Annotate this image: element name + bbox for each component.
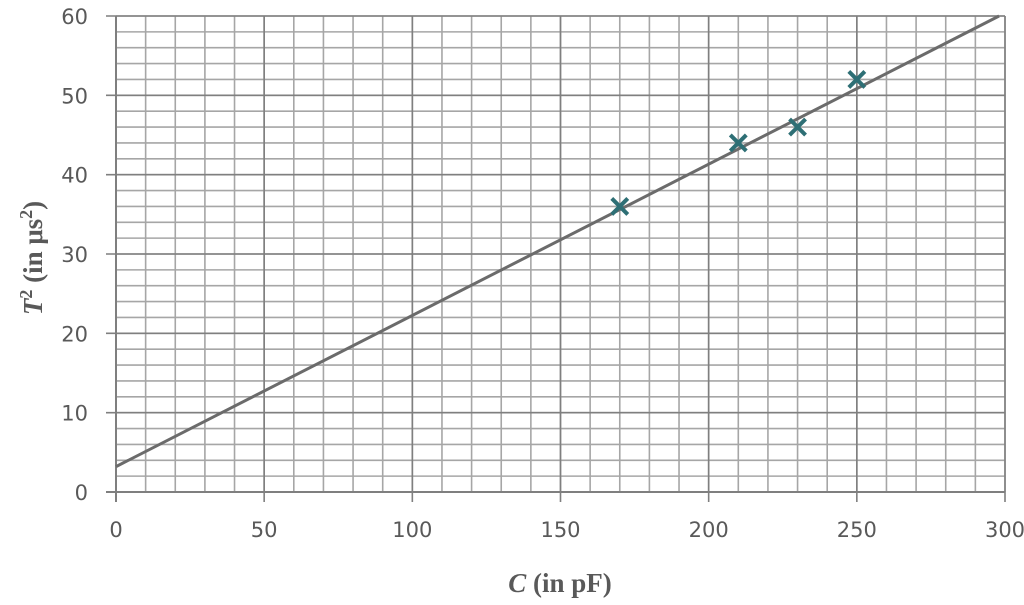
y-tick-label: 20 bbox=[61, 322, 88, 346]
x-tick-label: 50 bbox=[251, 518, 278, 542]
x-marker-icon bbox=[847, 70, 867, 89]
y-tick-label: 30 bbox=[61, 243, 88, 267]
y-tick-label: 40 bbox=[61, 164, 88, 188]
x-tick-label: 250 bbox=[837, 518, 877, 542]
major-grid bbox=[106, 15, 1006, 502]
x-tick-label: 100 bbox=[392, 518, 432, 542]
x-tick-label: 150 bbox=[540, 518, 580, 542]
x-tick-label: 0 bbox=[109, 518, 122, 542]
x-tick-label: 300 bbox=[985, 518, 1024, 542]
y-tick-label: 0 bbox=[75, 481, 88, 505]
y-axis-title: T2 (in μs2) bbox=[16, 201, 48, 315]
y-tick-label: 10 bbox=[61, 402, 88, 426]
x-marker-icon bbox=[788, 117, 807, 137]
x-axis-title: C (in pF) bbox=[508, 568, 612, 598]
data-markers bbox=[610, 70, 867, 216]
tick-labels: 0 50 100 150 200 250 300 0 10 20 30 40 50 60 bbox=[61, 5, 1024, 542]
best-fit-line bbox=[115, 14, 1000, 468]
y-tick-label: 50 bbox=[61, 84, 88, 108]
fit-line bbox=[115, 14, 1000, 468]
x-marker-icon bbox=[610, 196, 630, 216]
x-marker-icon bbox=[728, 133, 748, 153]
x-tick-label: 200 bbox=[689, 518, 729, 542]
axes bbox=[106, 16, 1005, 502]
y-tick-label: 60 bbox=[61, 5, 88, 29]
